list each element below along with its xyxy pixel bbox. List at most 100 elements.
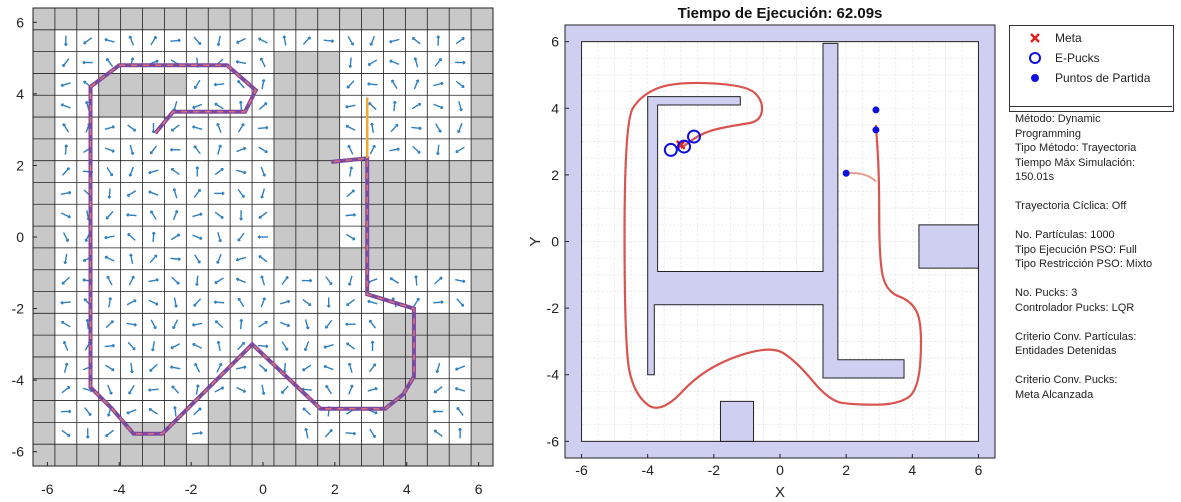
- vector-arrow: [436, 362, 441, 373]
- vector-arrow: [194, 254, 201, 264]
- obstacle-cell: [295, 95, 318, 118]
- obstacle-cell: [230, 8, 253, 30]
- vector-arrow: [455, 278, 466, 283]
- vector-arrow-head: [350, 384, 354, 388]
- vector-arrow-head: [60, 103, 64, 107]
- vector-arrow: [433, 82, 444, 87]
- vector-arrow-head: [282, 35, 287, 39]
- vector-arrow-head: [130, 370, 134, 374]
- vector-arrow: [170, 233, 180, 241]
- obstacle-cell: [33, 95, 55, 118]
- vector-arrow: [104, 147, 115, 153]
- vector-arrow-head: [454, 367, 459, 371]
- vector-arrow: [281, 276, 289, 286]
- vector-arrow-head: [191, 322, 195, 327]
- epuck-marker: [663, 142, 678, 157]
- vector-arrow: [236, 147, 247, 153]
- vector-arrow-head: [105, 216, 109, 220]
- vector-arrow-head: [262, 297, 266, 301]
- y-tick-label: -6: [547, 433, 560, 449]
- obstacle-cell: [471, 444, 493, 466]
- vector-arrow: [126, 322, 137, 326]
- vector-arrow: [128, 275, 135, 286]
- vector-arrow-head: [84, 238, 89, 243]
- vector-arrow-head: [170, 128, 174, 132]
- vector-arrow-head: [192, 105, 196, 110]
- vector-arrow-head: [389, 59, 393, 64]
- vector-arrow: [60, 82, 71, 87]
- vector-arrow-head: [63, 261, 68, 265]
- vector-arrow: [411, 102, 421, 110]
- obstacle-cell: [405, 335, 428, 357]
- obstacle-cell: [317, 204, 340, 227]
- vector-arrow: [214, 83, 225, 86]
- vector-arrow-head: [214, 280, 218, 284]
- vector-arrow: [323, 39, 334, 42]
- vector-arrow: [170, 168, 180, 176]
- vector-arrow: [346, 80, 355, 89]
- x-tick-label: 2: [331, 481, 339, 497]
- start-point-marker: [872, 126, 880, 134]
- vector-arrow-head: [195, 384, 200, 388]
- vector-arrow-head: [280, 390, 285, 394]
- vector-arrow-head: [194, 362, 198, 366]
- vector-arrow-head: [126, 410, 130, 415]
- vector-arrow-head: [237, 238, 241, 242]
- obstacle-cell: [471, 73, 493, 96]
- vector-arrow: [367, 59, 378, 66]
- x-tick-label: -4: [641, 462, 654, 478]
- obstacle-cell: [33, 247, 55, 270]
- vector-arrow-head: [128, 35, 133, 39]
- vector-arrow: [196, 275, 199, 286]
- obstacle-cell: [317, 138, 340, 161]
- vector-arrow-head: [389, 39, 393, 44]
- obstacle-cell: [317, 247, 340, 270]
- obstacle-cell: [33, 8, 55, 30]
- vector-arrow: [237, 341, 245, 351]
- info-line: Controlador Pucks: LQR: [1015, 301, 1135, 314]
- obstacle-cell: [383, 313, 406, 336]
- vector-arrow-head: [462, 60, 466, 65]
- obstacle-cell: [405, 226, 428, 248]
- obstacle-cell: [383, 247, 406, 270]
- vector-arrow-head: [148, 408, 152, 412]
- vector-arrow: [150, 36, 157, 46]
- vector-arrow: [411, 37, 421, 45]
- vector-arrow: [367, 300, 378, 305]
- vector-arrow: [192, 343, 203, 349]
- vector-arrow-head: [88, 412, 92, 416]
- vector-arrow: [239, 101, 243, 112]
- obstacle-cell: [317, 73, 340, 96]
- x-tick-label: 4: [908, 462, 916, 478]
- vector-arrow: [215, 320, 224, 329]
- vector-arrow-head: [323, 345, 327, 349]
- vector-arrow: [305, 428, 309, 439]
- vector-arrow-head: [193, 86, 198, 90]
- vector-arrow: [236, 386, 246, 393]
- y-tick-label: -4: [12, 372, 25, 388]
- vector-arrow-head: [85, 435, 90, 439]
- vector-arrow: [433, 103, 444, 109]
- vector-arrow: [302, 407, 311, 416]
- vector-arrow: [170, 257, 181, 260]
- vector-arrow: [346, 233, 356, 241]
- vector-arrow-head: [259, 57, 264, 61]
- vector-arrow-head: [170, 365, 173, 370]
- vector-arrow-head: [104, 235, 108, 240]
- vector-arrow-head: [83, 298, 87, 302]
- vector-arrow: [370, 122, 375, 133]
- vector-arrow-head: [241, 341, 246, 345]
- vector-arrow-head: [106, 413, 111, 417]
- vector-arrow-head: [258, 255, 262, 259]
- vector-arrow: [261, 384, 265, 395]
- vector-arrow-head: [303, 348, 308, 352]
- vector-arrow-head: [438, 58, 442, 62]
- obstacle-cell: [471, 29, 493, 52]
- vector-arrow: [348, 166, 353, 177]
- vector-arrow: [236, 60, 247, 65]
- vector-arrow: [192, 125, 203, 131]
- epuck-marker: [677, 139, 692, 154]
- vector-arrow-head: [302, 407, 306, 411]
- vector-arrow: [148, 408, 159, 415]
- vector-arrow: [148, 299, 159, 306]
